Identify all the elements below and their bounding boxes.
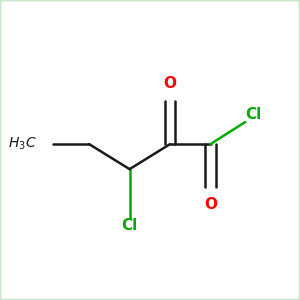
Text: Cl: Cl (245, 107, 261, 122)
Text: Cl: Cl (122, 218, 138, 233)
Text: O: O (164, 76, 176, 91)
Text: $H_3C$: $H_3C$ (8, 136, 37, 152)
Text: O: O (204, 197, 217, 212)
